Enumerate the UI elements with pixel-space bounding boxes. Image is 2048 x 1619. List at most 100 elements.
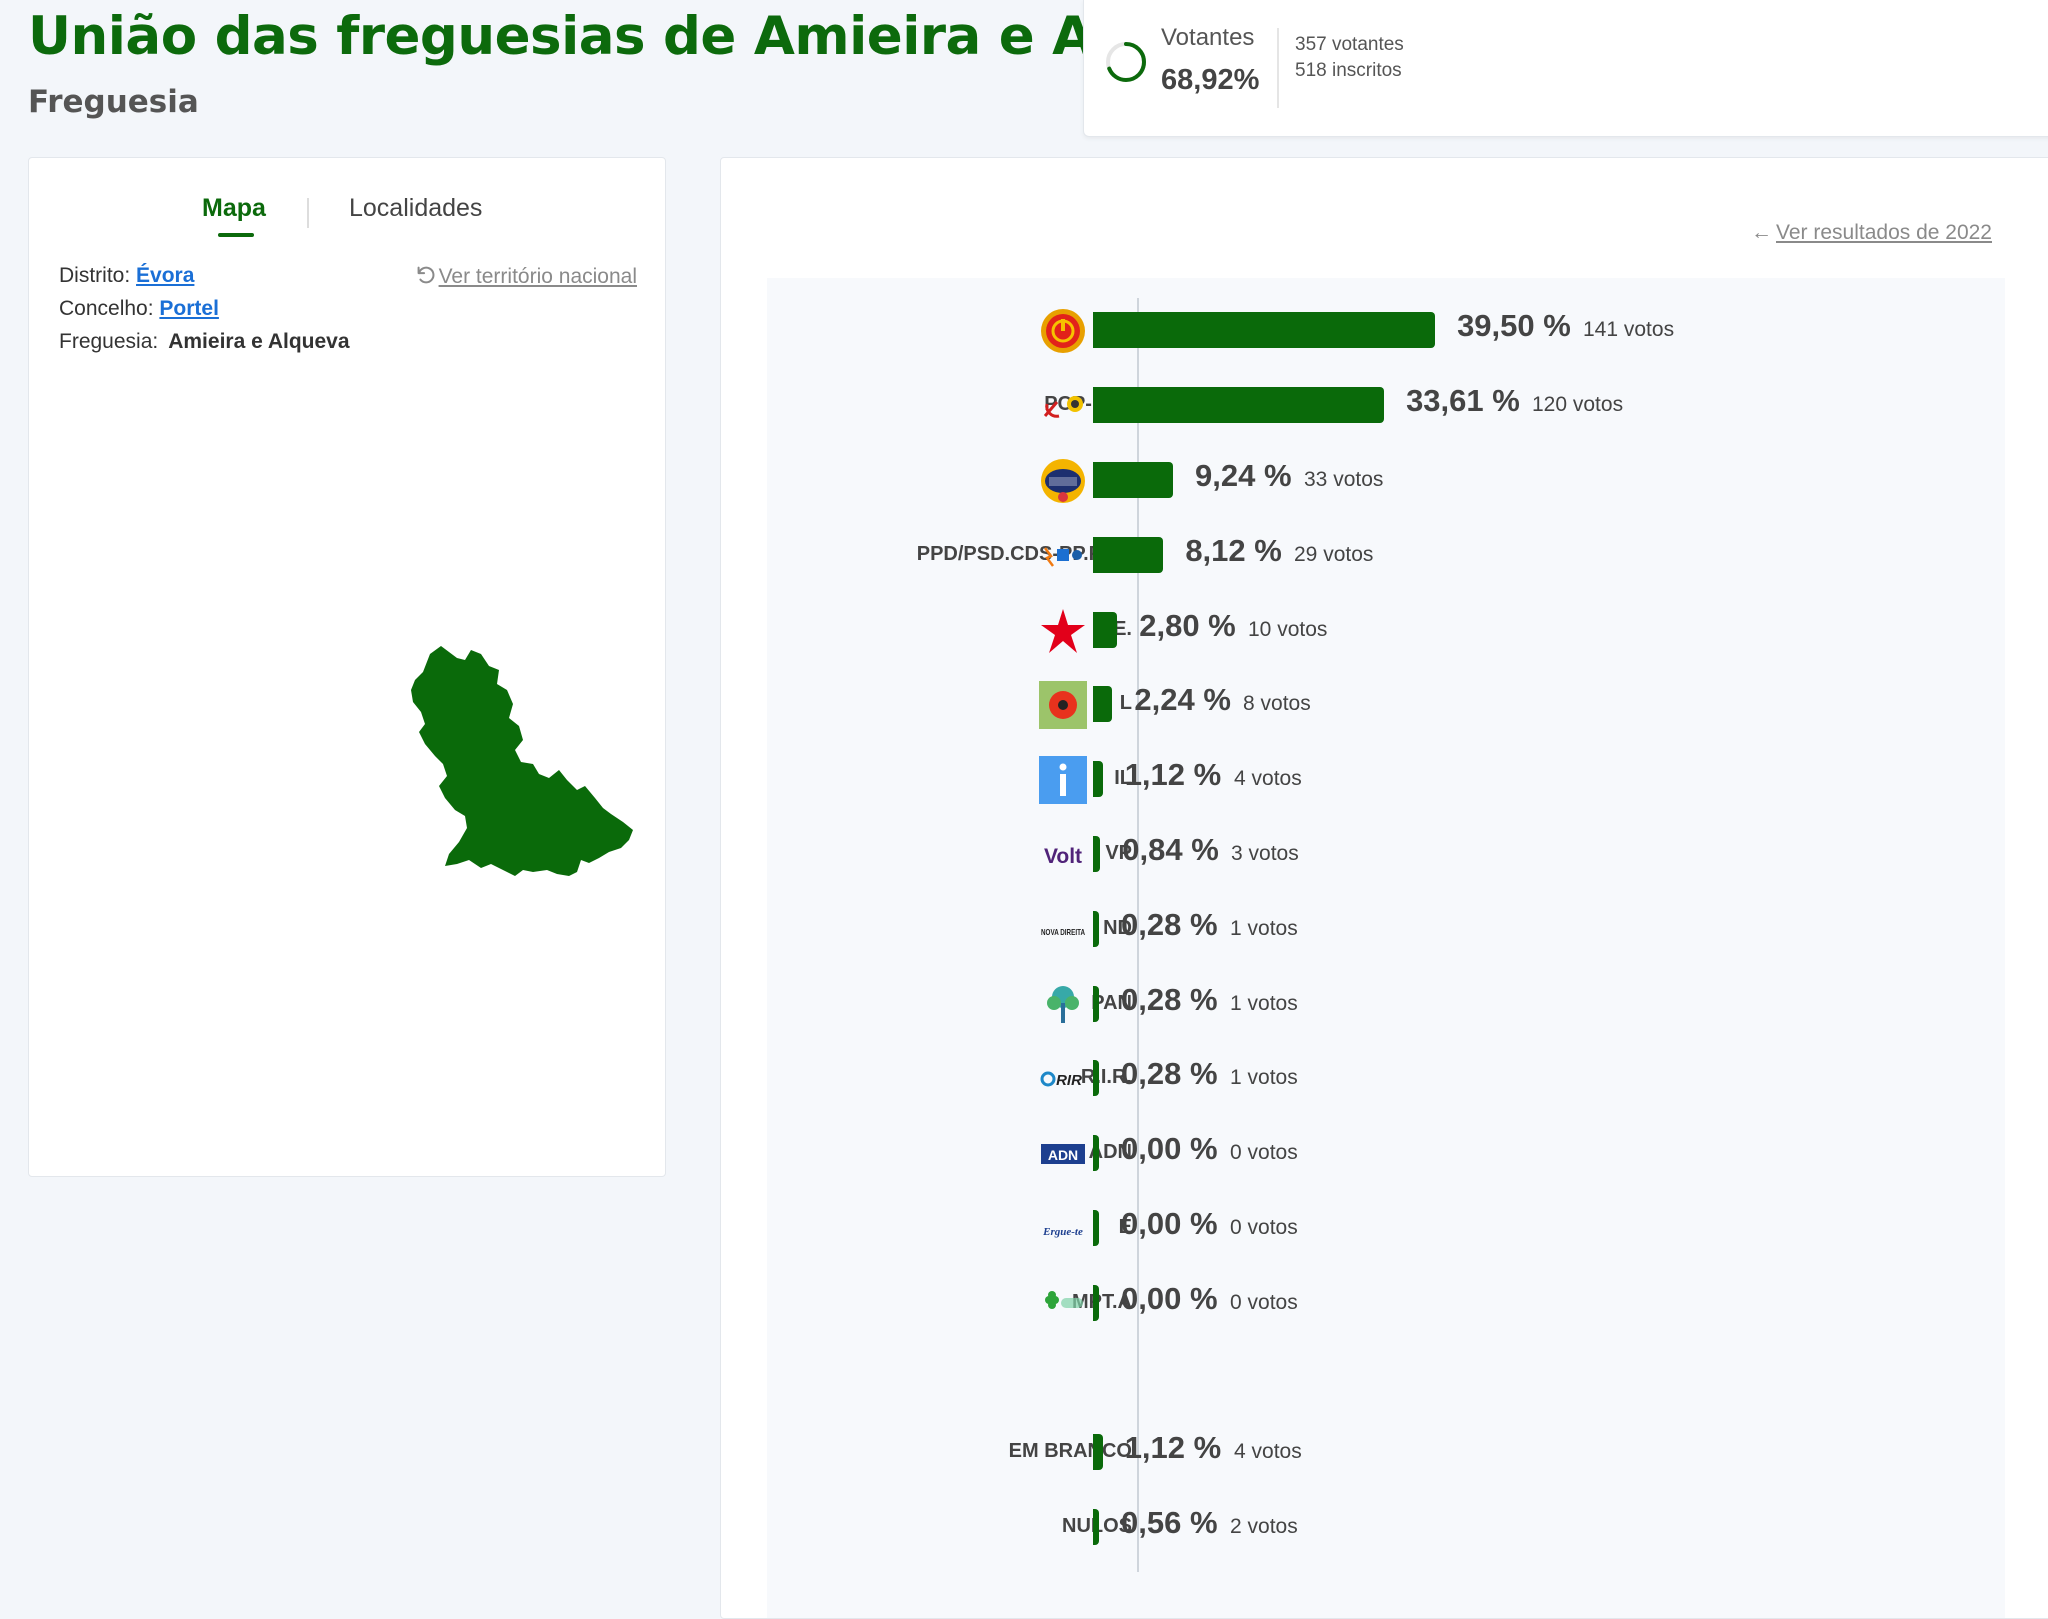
concelho-row: Concelho: Portel — [59, 297, 219, 321]
svg-text:Volt: Volt — [1044, 845, 1082, 868]
votes-label: 1 votos — [1230, 1066, 1298, 1089]
distrito-label: Distrito: — [59, 264, 131, 287]
percent-label: 39,50 % — [1457, 308, 1571, 343]
freguesia-row: Freguesia: Amieira e Alqueva — [59, 330, 350, 354]
volt-logo-icon: Volt — [1039, 831, 1087, 879]
votes-label: 33 votos — [1304, 468, 1384, 491]
previous-results-label: Ver resultados de 2022 — [1776, 221, 1992, 244]
result-row: NULOS0,56 %2 votos — [767, 1499, 2005, 1555]
distrito-link[interactable]: Évora — [136, 264, 195, 287]
result-row: B.E.2,80 %10 votos — [767, 602, 2005, 658]
percent-label: 2,80 % — [1139, 608, 1236, 643]
votes-label: 10 votos — [1248, 618, 1328, 641]
parish-shape[interactable] — [411, 646, 633, 876]
votes-label: 1 votos — [1230, 992, 1298, 1015]
percent-label: 0,28 % — [1121, 982, 1218, 1017]
votes-label: 29 votos — [1294, 543, 1374, 566]
result-row: ADN ADN 0,00 % 0 votos — [767, 1125, 2005, 1181]
tab-localidades[interactable]: Localidades — [349, 194, 483, 222]
votes-label: 0 votos — [1230, 1141, 1298, 1164]
votes-label: 120 votos — [1532, 393, 1624, 416]
svg-text:ADN: ADN — [1048, 1147, 1078, 1163]
ergue-te-logo-icon: Ergue-te — [1039, 1205, 1087, 1253]
mpt-clover-logo-icon — [1039, 1280, 1087, 1328]
rir-logo-icon: RIR — [1039, 1055, 1087, 1103]
percent-label: 1,12 % — [1124, 757, 1222, 792]
result-row: MPT.A 0,00 % 0 votos — [767, 1275, 2005, 1331]
map-panel: Mapa Localidades Ver território nacional… — [28, 157, 666, 1177]
party-label: ND — [1103, 917, 1132, 939]
turnout-label: Votantes — [1161, 24, 1255, 51]
votes-label: 4 votos — [1234, 1440, 1302, 1463]
result-row: IL 1,12 % 4 votos — [767, 751, 2005, 807]
party-label: VP — [1105, 842, 1132, 864]
chart-axis-line — [1137, 298, 1139, 1572]
distrito-row: Distrito: Évora — [59, 264, 194, 288]
percent-label: 0,56 % — [1121, 1505, 1218, 1540]
result-bar — [1093, 1060, 1099, 1096]
result-row: VP Volt 0,84 % 3 votos — [767, 826, 2005, 882]
parish-map[interactable] — [29, 158, 665, 1176]
livre-poppy-logo-icon — [1039, 681, 1087, 729]
party-label: EM BRANCO — [1008, 1440, 1132, 1462]
freguesia-value: Amieira e Alqueva — [168, 330, 350, 353]
result-row: PCP-PEV 33,61 % 120 votos — [767, 377, 2005, 433]
percent-label: 0,28 % — [1121, 907, 1218, 942]
tab-separator — [307, 198, 309, 228]
party-label: E — [1118, 1216, 1132, 1238]
percent-label: 2,24 % — [1134, 682, 1231, 717]
svg-text:NOVA DIREITA: NOVA DIREITA — [1041, 927, 1085, 937]
result-bar — [1093, 1434, 1103, 1470]
percent-label: 0,00 % — [1121, 1281, 1218, 1316]
page-title: União das freguesias de Amieira e Alquev… — [28, 6, 1290, 67]
page-subtitle: Freguesia — [28, 84, 199, 120]
divider — [1277, 28, 1279, 108]
svg-text:RIR: RIR — [1056, 1072, 1082, 1089]
result-row: R.I.R. RIR 0,28 % 1 votos — [767, 1050, 2005, 1106]
result-row: L 2,24 % 8 votos — [767, 676, 2005, 732]
national-territory-link[interactable]: Ver território nacional — [414, 264, 637, 289]
result-bar — [1093, 836, 1101, 872]
votes-label: 141 votos — [1583, 318, 1675, 341]
party-label: PAN — [1091, 992, 1132, 1014]
percent-label: 0,00 % — [1121, 1131, 1218, 1166]
active-tab-indicator — [218, 233, 254, 237]
result-row: EM BRANCO 1,12 % 4 votos — [767, 1424, 2005, 1480]
percent-label: 1,12 % — [1124, 1430, 1222, 1465]
nova-direita-logo-icon: NOVA DIREITA — [1039, 906, 1087, 954]
previous-results-link[interactable]: ← Ver resultados de 2022 — [1751, 221, 1992, 245]
percent-label: 0,28 % — [1121, 1056, 1218, 1091]
svg-text:Ergue-te: Ergue-te — [1042, 1226, 1083, 1238]
pcp-pev-logo-icon — [1039, 382, 1087, 430]
result-bar — [1093, 761, 1103, 797]
undo-arrow-icon — [417, 266, 435, 284]
inscritos-count: 518 inscritos — [1295, 60, 1402, 81]
party-label: IL — [1114, 767, 1132, 789]
percent-label: 0,00 % — [1121, 1206, 1218, 1241]
votes-label: 0 votos — [1230, 1216, 1298, 1239]
il-logo-icon — [1039, 756, 1087, 804]
result-bar — [1093, 312, 1436, 348]
party-label: L — [1119, 692, 1132, 714]
psd-cds-ppm-logo-icon — [1039, 532, 1087, 580]
results-panel: ←Ver resultados de 2022 PS39,50 %141 vot… — [720, 157, 2048, 1619]
result-bar — [1093, 1285, 1099, 1321]
pan-tree-logo-icon — [1039, 981, 1087, 1029]
party-label: ADN — [1088, 1141, 1132, 1163]
freguesia-label: Freguesia: — [59, 330, 159, 353]
arrow-left-icon: ← — [1751, 221, 1772, 244]
result-row: CH9,24 %33 votos — [767, 452, 2005, 508]
result-row: ND NOVA DIREITA 0,28 % 1 votos — [767, 901, 2005, 957]
percent-label: 33,61 % — [1406, 383, 1520, 418]
tab-mapa[interactable]: Mapa — [202, 194, 266, 222]
votes-label: 0 votos — [1230, 1291, 1298, 1314]
result-bar — [1093, 686, 1113, 722]
result-bar — [1093, 537, 1164, 573]
party-label: MPT.A — [1072, 1291, 1132, 1313]
result-row: PS39,50 %141 votos — [767, 302, 2005, 358]
votes-label: 1 votos — [1230, 917, 1298, 940]
result-bar — [1093, 462, 1174, 498]
concelho-link[interactable]: Portel — [159, 297, 219, 320]
votes-label: 4 votos — [1234, 767, 1302, 790]
result-row: E Ergue-te 0,00 % 0 votos — [767, 1200, 2005, 1256]
